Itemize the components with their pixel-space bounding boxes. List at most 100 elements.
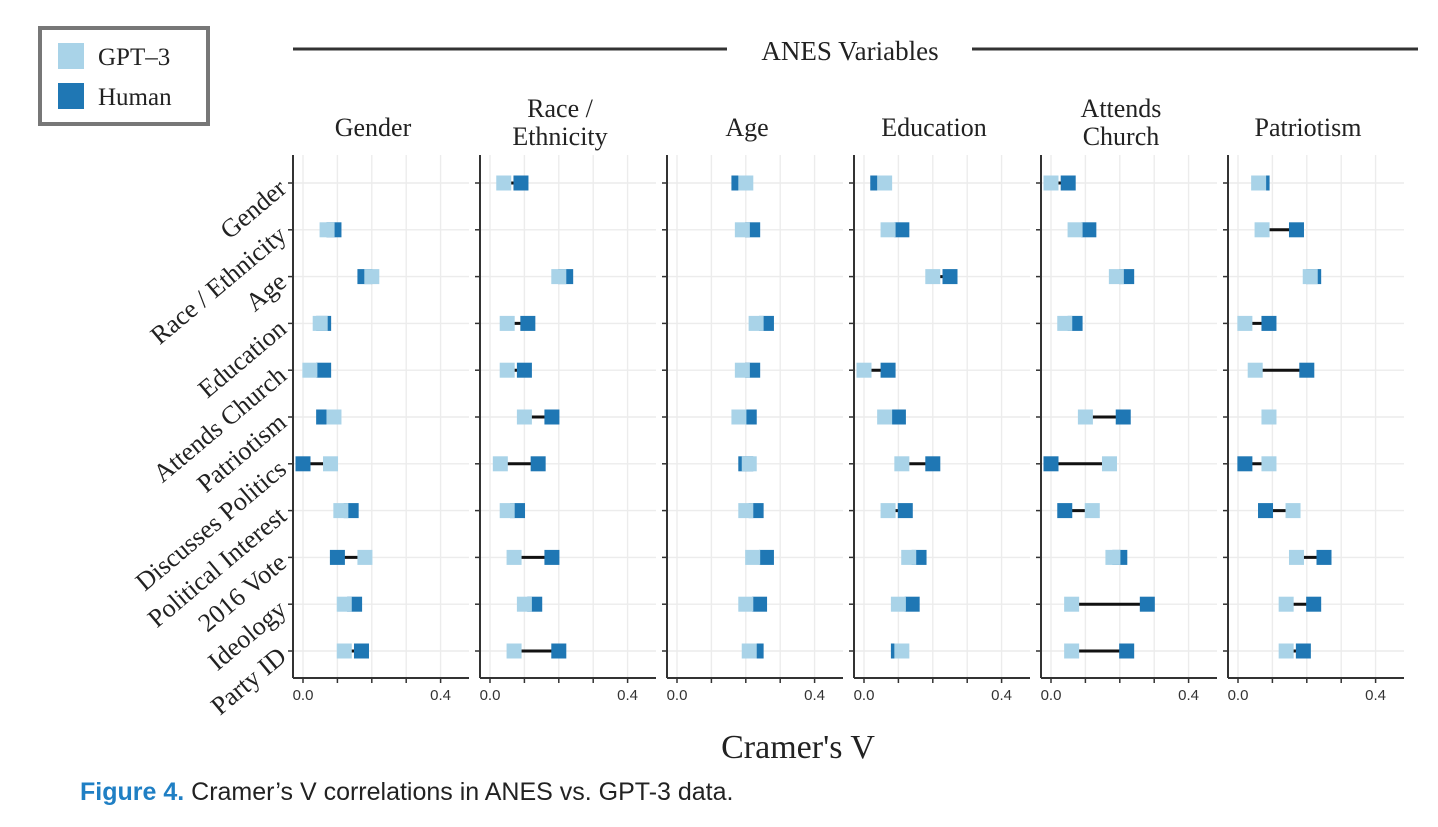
human-point <box>530 456 546 472</box>
gpt3-point <box>319 222 335 238</box>
human-point <box>1057 503 1073 519</box>
gpt3-point <box>326 409 342 425</box>
human-point <box>1288 222 1304 238</box>
human-point <box>1139 596 1155 612</box>
legend-label-gpt3: GPT–3 <box>98 44 170 71</box>
human-point <box>1316 549 1332 565</box>
human-point <box>890 409 906 425</box>
x-tick-label: 0.4 <box>1365 687 1386 704</box>
human-point <box>353 643 369 659</box>
legend: GPT–3 Human <box>38 26 210 126</box>
gpt3-point <box>1105 549 1121 565</box>
human-point <box>1081 222 1097 238</box>
x-tick-label: 0.0 <box>480 687 501 704</box>
gpt3-point <box>1288 549 1304 565</box>
x-axis-title: Cramer's V <box>721 729 875 766</box>
human-point <box>1258 503 1274 519</box>
x-tick-label: 0.4 <box>991 687 1012 704</box>
gpt3-point <box>748 315 764 331</box>
human-point <box>904 596 920 612</box>
gpt3-point <box>1067 222 1083 238</box>
human-point <box>516 362 532 378</box>
gpt3-point <box>1251 175 1267 191</box>
gpt3-point <box>925 269 941 285</box>
gpt3-point <box>890 596 906 612</box>
gpt3-point <box>492 456 508 472</box>
human-point <box>897 503 913 519</box>
gpt3-point <box>1101 456 1117 472</box>
gpt3-point <box>1302 269 1318 285</box>
panel-title: Education <box>881 113 986 142</box>
gpt3-point <box>499 503 515 519</box>
gpt3-point <box>880 222 896 238</box>
gpt3-point <box>1108 269 1124 285</box>
human-point <box>329 549 345 565</box>
gpt3-point <box>1084 503 1100 519</box>
panel-title: Age <box>725 113 768 142</box>
human-point <box>295 456 311 472</box>
gpt3-point <box>901 549 917 565</box>
gpt3-point <box>894 456 910 472</box>
gpt3-point <box>336 643 352 659</box>
gpt3-point <box>738 175 754 191</box>
gpt3-point <box>894 643 910 659</box>
human-point <box>1043 456 1059 472</box>
gpt3-point <box>506 643 522 659</box>
human-point <box>758 549 774 565</box>
gpt3-point <box>1237 315 1253 331</box>
human-point <box>925 456 941 472</box>
human-point <box>880 362 896 378</box>
gpt3-point <box>499 362 515 378</box>
gpt3-point <box>1261 409 1277 425</box>
legend-label-human: Human <box>98 84 172 111</box>
panel-1: Race /Ethnicity 0.0 0.4 <box>475 94 656 704</box>
gpt3-point <box>516 596 532 612</box>
gpt3-point <box>506 549 522 565</box>
panel-3: Education 0.0 0.4 <box>849 113 1030 704</box>
human-point <box>316 362 332 378</box>
figure-caption-text: Cramer’s V correlations in ANES vs. GPT-… <box>184 778 734 806</box>
gpt3-point <box>877 409 893 425</box>
gpt3-point <box>1278 596 1294 612</box>
human-point <box>1306 596 1322 612</box>
gpt3-point <box>1064 596 1080 612</box>
gpt3-point <box>302 362 318 378</box>
gpt3-point <box>1043 175 1059 191</box>
panel-title: Gender <box>335 113 412 142</box>
x-tick-label: 0.0 <box>854 687 875 704</box>
x-tick-label: 0.0 <box>1041 687 1062 704</box>
human-point <box>1295 643 1311 659</box>
panel-title: Race / <box>527 94 593 123</box>
gpt3-point <box>1247 362 1263 378</box>
x-tick-label: 0.4 <box>617 687 638 704</box>
human-point <box>544 549 560 565</box>
header-group: ANES Variables <box>293 36 1418 66</box>
panel-title: Patriotism <box>1255 113 1362 142</box>
gpt3-point <box>734 362 750 378</box>
panel-title: Attends <box>1081 94 1162 123</box>
gpt3-point <box>856 362 872 378</box>
human-point <box>520 315 536 331</box>
gpt3-point <box>1057 315 1073 331</box>
human-point <box>1060 175 1076 191</box>
legend-swatch-human <box>58 83 84 109</box>
human-point <box>894 222 910 238</box>
figure-caption-label: Figure 4. <box>80 778 185 806</box>
human-point <box>513 175 529 191</box>
gpt3-point <box>738 596 754 612</box>
panel-5: Patriotism 0.0 0.4 <box>1223 113 1404 704</box>
human-point <box>544 409 560 425</box>
gpt3-point <box>499 315 515 331</box>
x-tick-label: 0.0 <box>293 687 314 704</box>
human-point <box>1237 456 1253 472</box>
human-point <box>551 643 567 659</box>
panel-2: Age 0.0 0.4 <box>662 113 843 704</box>
x-tick-label: 0.0 <box>667 687 688 704</box>
gpt3-point <box>357 549 373 565</box>
gpt3-point <box>496 175 512 191</box>
human-point <box>942 269 958 285</box>
gpt3-point <box>336 596 352 612</box>
